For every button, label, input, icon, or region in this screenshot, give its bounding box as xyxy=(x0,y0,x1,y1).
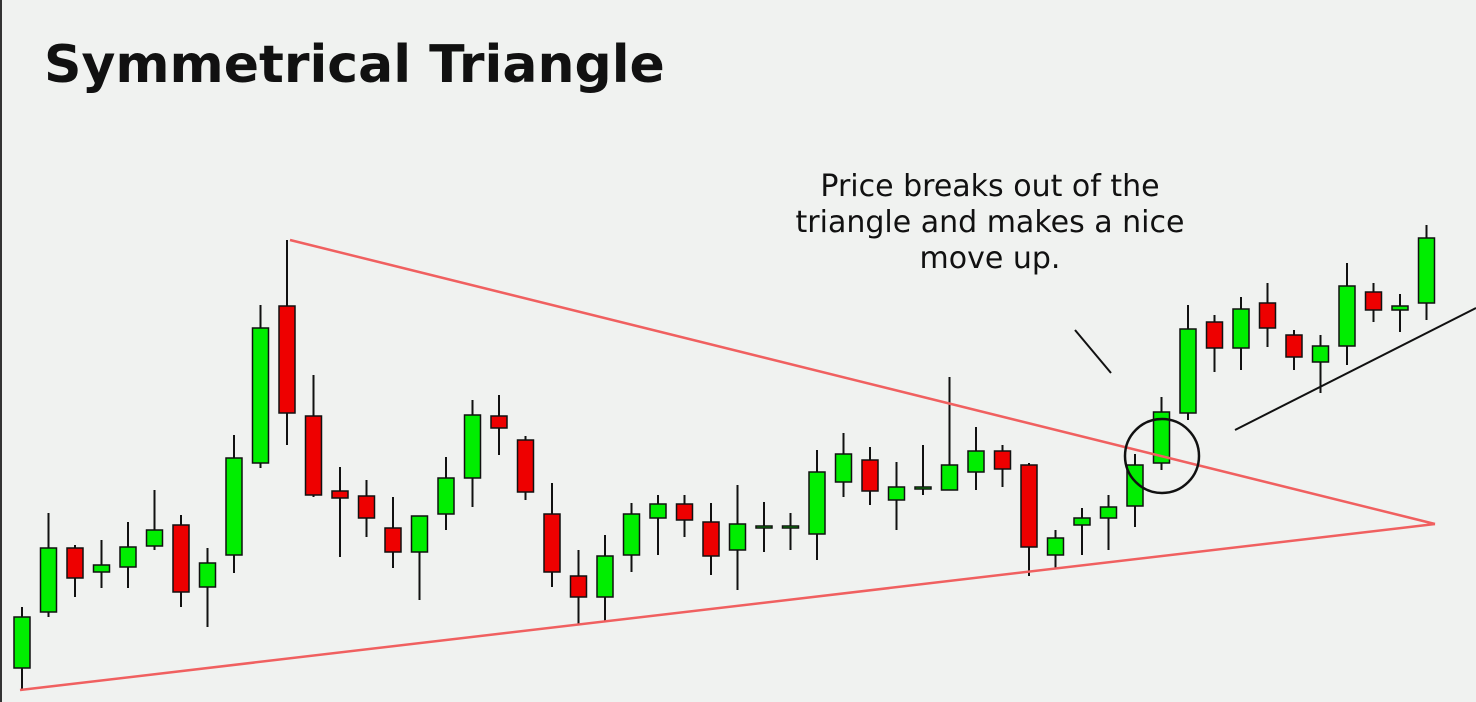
candle-body xyxy=(1391,305,1409,311)
candle-body xyxy=(1073,517,1091,526)
candle-body xyxy=(543,513,561,573)
annotation-line: triangle and makes a nice xyxy=(796,205,1185,240)
candle-body xyxy=(331,490,349,499)
candle-body xyxy=(437,477,455,515)
candle-body xyxy=(13,616,31,669)
annotation-line: Price breaks out of the xyxy=(820,169,1159,204)
candle-body xyxy=(1232,308,1250,349)
candle-body xyxy=(1311,345,1330,363)
candle-body xyxy=(1205,321,1224,349)
candle-body xyxy=(887,486,906,501)
annotation-line: move up. xyxy=(920,241,1061,276)
candle-body xyxy=(993,450,1012,470)
candle-body xyxy=(728,523,747,551)
candle-body xyxy=(781,525,800,529)
candle-body xyxy=(145,529,164,547)
candle-body xyxy=(1364,291,1383,311)
candle-body xyxy=(914,486,932,490)
candle-body xyxy=(172,524,190,593)
candle-body xyxy=(304,415,323,496)
candle-body xyxy=(251,327,270,464)
candle-body xyxy=(39,547,58,613)
candle-body xyxy=(596,555,614,598)
candle-body xyxy=(1285,334,1303,358)
candle-body xyxy=(225,457,243,556)
candle-body xyxy=(1046,537,1065,556)
candle-body xyxy=(622,513,641,556)
candle-body xyxy=(357,495,376,519)
candle-body xyxy=(1099,506,1118,519)
candle-body xyxy=(861,459,879,492)
candle-body xyxy=(1179,328,1197,414)
candle-body xyxy=(1020,464,1038,548)
candle-body xyxy=(92,564,111,573)
candle-body xyxy=(1338,285,1356,347)
breakout-circle xyxy=(1123,417,1201,495)
candle-body xyxy=(516,439,535,493)
candle-body xyxy=(463,414,482,479)
candle-body xyxy=(808,471,826,535)
candle-body xyxy=(490,415,508,429)
candle-body xyxy=(569,575,588,598)
candle-body xyxy=(1258,302,1277,329)
upper-trendline xyxy=(289,238,1436,526)
candle-body xyxy=(675,503,694,521)
chart-title: Symmetrical Triangle xyxy=(44,35,665,95)
candle-body xyxy=(66,547,84,579)
candle-body xyxy=(1152,411,1171,464)
candle-body xyxy=(967,450,985,473)
candle-body xyxy=(834,453,853,483)
candle-body xyxy=(702,521,720,557)
candles xyxy=(13,225,1436,690)
candle-body xyxy=(119,546,137,568)
annotation-pointer xyxy=(1074,329,1112,374)
lower-trendline xyxy=(19,522,1436,692)
candle-body xyxy=(410,515,429,553)
candle-body xyxy=(1417,237,1436,304)
candle-body xyxy=(278,305,296,414)
candle-body xyxy=(198,562,217,588)
support-trendline xyxy=(1234,307,1476,431)
candle-body xyxy=(755,525,773,529)
candle-body xyxy=(384,527,402,553)
candle-body xyxy=(940,464,959,491)
candle-body xyxy=(649,503,667,519)
